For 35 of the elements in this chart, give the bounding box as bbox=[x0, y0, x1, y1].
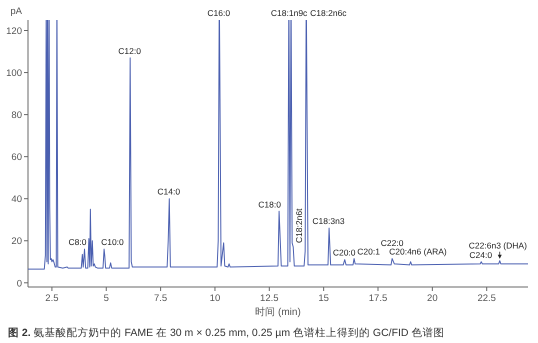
x-tick-label: 12.5 bbox=[260, 293, 279, 304]
y-tick-label: 40 bbox=[11, 194, 22, 206]
annotation: C10:0 bbox=[101, 237, 124, 248]
x-tick-label: 15 bbox=[318, 293, 329, 304]
y-tick-label: 60 bbox=[11, 152, 22, 164]
x-axis-title: 时间 (min) bbox=[255, 306, 301, 318]
y-tick-label: 80 bbox=[11, 110, 22, 122]
x-tick-label: 7.5 bbox=[154, 293, 168, 304]
annotation: C18:2n6t bbox=[294, 208, 304, 244]
x-tick-label: 10 bbox=[210, 293, 220, 304]
y-tick-label: 20 bbox=[11, 236, 22, 248]
annotation: C18:0 bbox=[258, 199, 282, 210]
x-tick-label: 5 bbox=[104, 293, 109, 304]
annotation: C18:1n9c bbox=[270, 8, 308, 18]
annotation: C16:0 bbox=[207, 8, 230, 18]
annotation: C22:0 bbox=[380, 238, 404, 248]
y-tick-label: 100 bbox=[6, 68, 22, 80]
y-tick-label: 0 bbox=[16, 278, 22, 290]
annotation: C14:0 bbox=[157, 186, 180, 197]
y-axis-title: pA bbox=[10, 6, 23, 17]
annotation: C12:0 bbox=[118, 46, 142, 56]
x-tick-label: 20 bbox=[427, 293, 438, 304]
y-tick-label: 120 bbox=[6, 26, 22, 38]
text: 图 2. 氨基酸配方奶中的 FAME 在 30 m × 0.25 mm, 0.25 µm 色谱柱上得到的 GC/FID 色谱图 bbox=[8, 326, 444, 339]
annotation: C18:2n6c bbox=[310, 8, 348, 18]
annotation: C18:3n3 bbox=[312, 216, 345, 226]
annotation: C22:6n3 (DHA) bbox=[468, 240, 528, 251]
annotation: C8:0 bbox=[68, 237, 87, 248]
annotation: C20:4n6 (ARA) bbox=[389, 246, 447, 257]
x-tick-label: 22.5 bbox=[477, 293, 496, 304]
annotation: C24:0 bbox=[469, 250, 492, 260]
annotation: C20:0 bbox=[332, 248, 356, 258]
x-tick-label: 17.5 bbox=[368, 293, 388, 304]
annotation: C20:1 bbox=[357, 246, 380, 257]
x-tick-label: 2.5 bbox=[45, 293, 59, 304]
